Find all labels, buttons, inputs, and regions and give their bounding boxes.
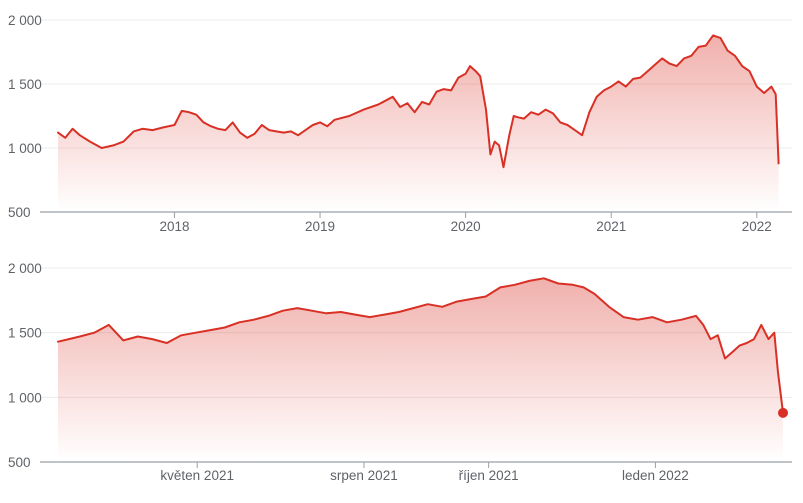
x-tick-label: 2020: [451, 219, 481, 234]
y-tick-label: 2 000: [8, 261, 42, 276]
chart-panel-long-term: 500 1 000 1 500 2 000 2018 2019 2020 2021 2022: [8, 13, 792, 234]
x-tick-label: 2018: [159, 219, 189, 234]
chart-panel-recent: 500 1 000 1 500 2 000 květen 2021 srpen 2021 ř…: [8, 261, 792, 483]
y-tick-label: 500: [8, 205, 31, 220]
x-tick-label: 2019: [305, 219, 335, 234]
x-tick-label: srpen 2021: [330, 468, 398, 483]
x-tick-label: 2021: [596, 219, 626, 234]
x-tick-label: říjen 2021: [459, 468, 519, 483]
series-area: [58, 35, 779, 212]
latest-value-marker: [778, 408, 788, 418]
x-tick-label: leden 2022: [622, 468, 689, 483]
y-tick-label: 1 500: [8, 326, 42, 341]
y-tick-label: 1 000: [8, 141, 42, 156]
y-tick-label: 2 000: [8, 13, 42, 28]
x-tick-label: květen 2021: [160, 468, 234, 483]
y-tick-label: 500: [8, 455, 31, 470]
x-tick-label: 2022: [742, 219, 772, 234]
y-tick-label: 1 000: [8, 390, 42, 405]
y-tick-label: 1 500: [8, 77, 42, 92]
